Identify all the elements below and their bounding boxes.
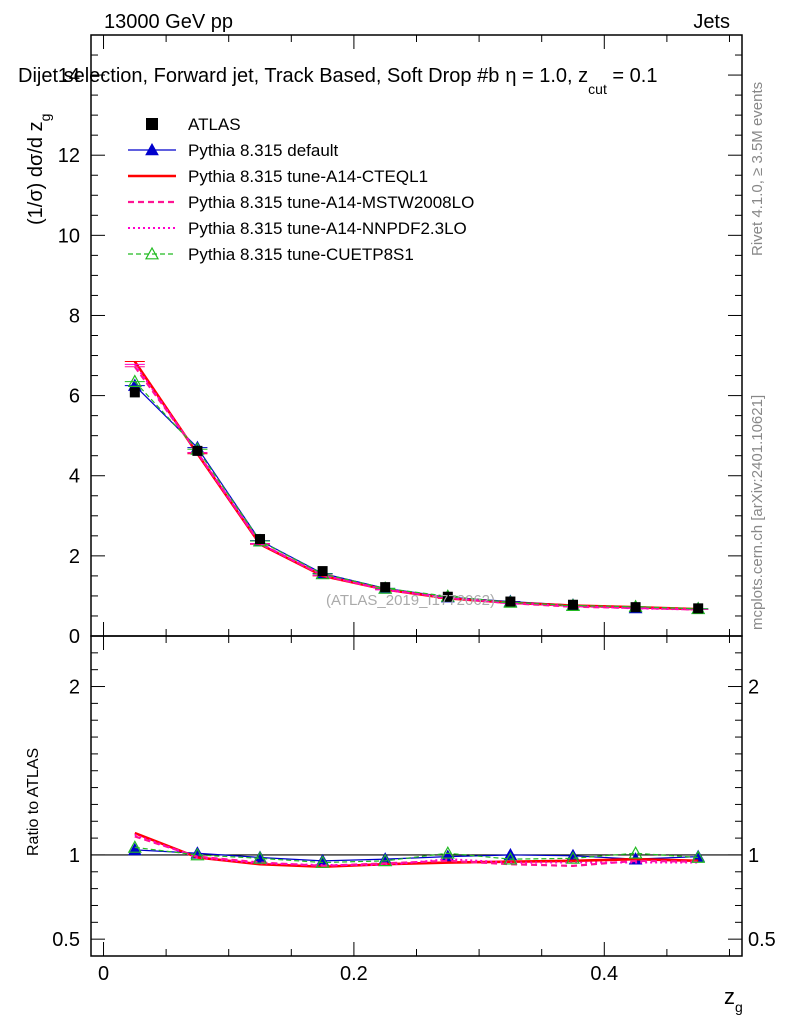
legend-label: Pythia 8.315 tune-CUETP8S1 <box>188 245 414 264</box>
y-tick-label: 8 <box>69 305 80 327</box>
side-label-rivet: Rivet 4.1.0, ≥ 3.5M events <box>749 82 766 256</box>
ratio-marker <box>127 840 142 853</box>
series-line <box>134 385 699 610</box>
y-tick-label: 14 <box>58 65 80 87</box>
y-tick-label: 10 <box>58 225 80 247</box>
data-point <box>693 603 704 614</box>
x-tick-label: 0.4 <box>590 963 618 985</box>
ratio-line <box>134 846 699 864</box>
collision-label: 13000 GeV pp <box>104 11 233 33</box>
legend-marker <box>144 246 160 260</box>
y-axis-label-ratio: Ratio to ATLAS <box>25 748 42 856</box>
y-tick-label: 4 <box>69 466 80 488</box>
data-point <box>630 602 641 613</box>
ratio-tick-label-right: 2 <box>748 677 759 699</box>
data-point <box>192 445 203 456</box>
ratio-marker <box>378 853 393 867</box>
analysis-label: (ATLAS_2019_I1772062) <box>326 592 495 609</box>
data-points <box>129 387 704 614</box>
legend-data-marker <box>146 118 158 130</box>
y-tick-label: 0 <box>69 626 80 648</box>
series-main-2 <box>124 366 709 611</box>
x-tick-label: 0 <box>98 963 109 985</box>
ratio-frame <box>90 635 743 957</box>
plot-title-main: Dijet selection, Forward jet, Track Base… <box>18 65 499 87</box>
x-axis-label-base: z <box>724 984 735 1009</box>
category-label: Jets <box>693 11 730 33</box>
ratio-marker <box>252 851 268 864</box>
ratio-tick-label-right: 1 <box>748 845 759 867</box>
x-axis-label: zg <box>724 984 743 1015</box>
legend-label: Pythia 8.315 tune-A14-NNPDF2.3LO <box>188 219 467 238</box>
legend-label: Pythia 8.315 tune-A14-CTEQL1 <box>188 167 428 186</box>
data-point <box>255 534 266 545</box>
series-main-3 <box>124 363 709 611</box>
ratio-marker <box>691 850 706 863</box>
ratio-tick-label-left: 2 <box>69 677 80 699</box>
series-marker <box>127 374 142 387</box>
ratio-line <box>134 833 699 867</box>
ratio-tick-label-right: 0.5 <box>748 929 776 951</box>
main-panel: 0 2 4 6 8 10 12 14 <box>58 34 743 648</box>
series-line <box>133 366 699 611</box>
ratio-marker <box>503 851 518 865</box>
y-tick-label: 2 <box>69 546 80 568</box>
ratio-marker <box>315 855 330 868</box>
legend: ATLAS Pythia 8.315 default Pythia 8.315 tu… <box>128 115 474 264</box>
series-main-0 <box>124 378 709 615</box>
side-label-mcplots: mcplots.cern.ch [arXiv:2401.10621] <box>749 395 766 630</box>
data-point <box>567 599 578 610</box>
plot-title-end: = 0.1 <box>607 65 658 87</box>
ratio-marker <box>440 846 455 859</box>
series-main-1 <box>124 360 709 611</box>
series-ratio-3 <box>134 833 699 867</box>
legend-marker <box>145 142 159 156</box>
plot-title: Dijet selection, Forward jet, Track Base… <box>18 65 657 97</box>
data-point <box>505 596 516 607</box>
data-point <box>129 387 140 398</box>
ratio-line <box>134 831 699 869</box>
ratio-line <box>134 849 699 862</box>
x-tick-label: 0.2 <box>340 963 368 985</box>
legend-label: Pythia 8.315 tune-A14-MSTW2008LO <box>188 193 474 212</box>
ratio-marker <box>190 847 205 861</box>
data-point <box>380 582 391 593</box>
series-ratio-4 <box>127 840 706 868</box>
y-tick-label: 6 <box>69 386 80 408</box>
plot-title-eta: η = 1.0, z <box>505 65 588 87</box>
data-point <box>442 591 453 602</box>
plot-title-cut: cut <box>588 81 607 97</box>
x-axis-label-sub: g <box>735 999 743 1015</box>
legend-data-label: ATLAS <box>188 115 241 134</box>
ratio-marker <box>628 846 643 859</box>
data-point <box>317 566 328 577</box>
ratio-marker <box>565 851 581 864</box>
ratio-tick-label-left: 0.5 <box>52 929 80 951</box>
series-line <box>134 381 699 610</box>
ratio-tick-label-left: 1 <box>69 845 80 867</box>
ratio-panel: 0 0.2 0.4 0.5 0.5 1 1 2 2 <box>52 635 776 985</box>
y-axis-label-main: (1/σ) dσ/d zg <box>25 114 53 225</box>
series-main-4 <box>124 374 709 615</box>
y-axis-label-main-sub: g <box>37 114 53 122</box>
legend-label: Pythia 8.315 default <box>188 141 339 160</box>
y-axis-label-main-base: (1/σ) dσ/d z <box>25 121 47 225</box>
series-ratio-1 <box>134 831 699 869</box>
y-tick-label: 12 <box>58 145 80 167</box>
